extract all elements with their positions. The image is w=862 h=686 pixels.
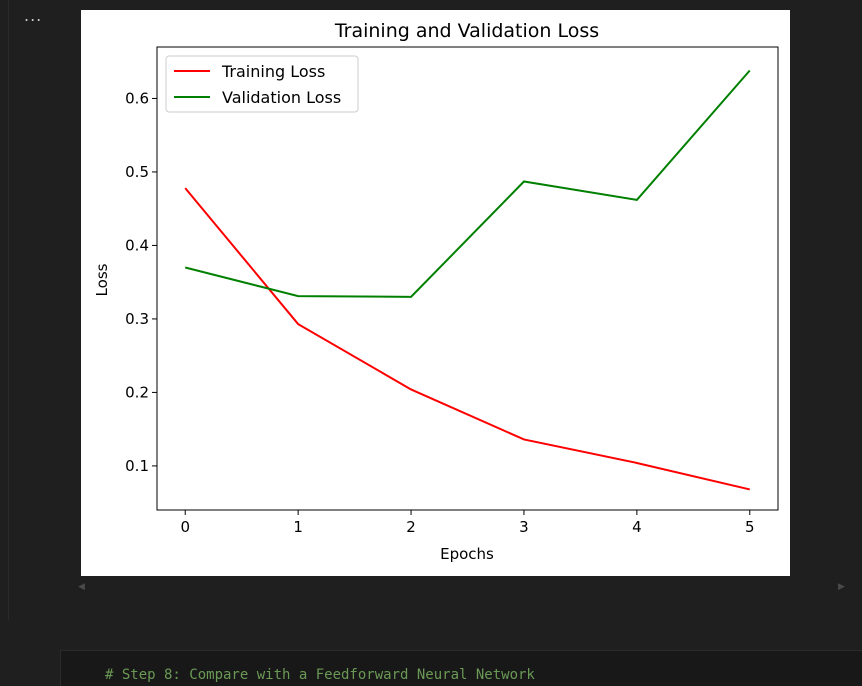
series-group [184, 69, 751, 491]
x-tick-label: 2 [406, 518, 416, 536]
x-tick-label: 3 [519, 518, 529, 536]
scroll-left-arrow[interactable]: ◀ [78, 582, 85, 592]
x-tick-label: 5 [745, 518, 755, 536]
series-line-validation-loss [184, 69, 751, 298]
chart-legend: Training Loss Validation Loss [165, 55, 359, 113]
x-tick-label: 1 [293, 518, 303, 536]
scroll-right-arrow[interactable]: ▶ [838, 582, 845, 592]
output-more-actions-button[interactable]: ... [24, 6, 43, 25]
y-tick-label: 0.6 [125, 89, 149, 107]
y-tick-label: 0.4 [125, 236, 149, 254]
chart-title: Training and Validation Loss [334, 20, 599, 42]
code-comment-line[interactable]: # Step 8: Compare with a Feedforward Neu… [105, 667, 535, 683]
plot-frame [156, 46, 779, 511]
x-tick-label: 0 [180, 518, 190, 536]
y-axis-label: Loss [93, 263, 111, 296]
y-tick-label: 0.5 [125, 163, 149, 181]
legend-label: Validation Loss [222, 88, 341, 107]
series-line-training-loss [184, 187, 751, 491]
legend-box [165, 55, 359, 113]
legend-label: Training Loss [221, 62, 325, 81]
x-axis-label: Epochs [440, 545, 494, 563]
y-axis: 0.1 0.2 0.3 0.4 0.5 0.6 [125, 89, 157, 475]
x-tick-label: 4 [632, 518, 642, 536]
y-tick-label: 0.1 [125, 457, 149, 475]
plot-output: Training and Validation Loss 0.1 0.2 0.3 0.… [81, 10, 790, 576]
y-tick-label: 0.3 [125, 310, 149, 328]
cell-gutter [8, 0, 9, 620]
x-axis: 0 1 2 3 4 5 [180, 510, 755, 536]
y-tick-label: 0.2 [125, 383, 149, 401]
code-cell[interactable]: # Step 8: Compare with a Feedforward Neu… [60, 650, 862, 686]
loss-chart: Training and Validation Loss 0.10.20.30.… [93, 20, 779, 563]
